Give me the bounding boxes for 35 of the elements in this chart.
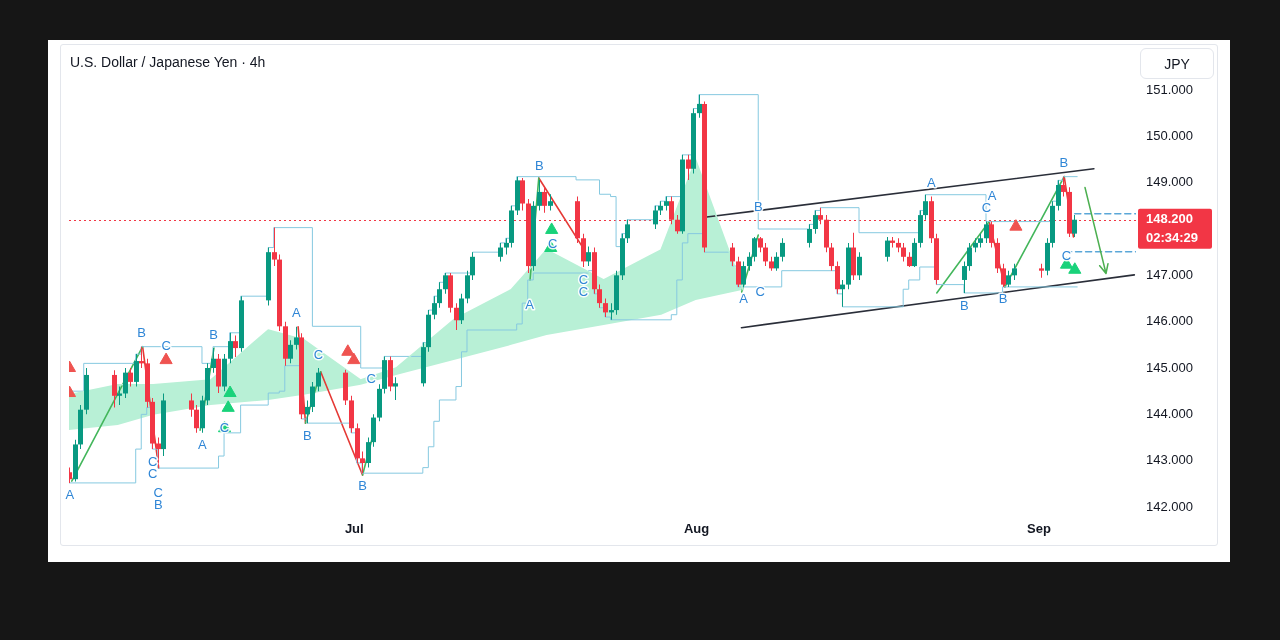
ref-line-label: 148.200 xyxy=(1146,211,1193,227)
annotation: A xyxy=(291,305,301,321)
text: 02:34:29 xyxy=(1146,230,1199,246)
annotation: B xyxy=(534,158,544,174)
annotation: A xyxy=(65,487,75,503)
y-tick-label: 142.000 xyxy=(1146,498,1193,514)
y-tick-label: 146.000 xyxy=(1146,313,1193,329)
annotation: C xyxy=(219,419,230,435)
annotation: A xyxy=(926,175,936,191)
x-tick-label: Jul xyxy=(344,521,364,537)
y-tick-label: 150.000 xyxy=(1146,127,1193,143)
y-axis-title: JPY xyxy=(1140,48,1214,79)
annotation: C xyxy=(547,236,558,252)
x-tick-label: Sep xyxy=(1026,521,1051,537)
annotation: C xyxy=(313,346,324,362)
y-tick-label: 145.000 xyxy=(1146,359,1193,375)
y-tick-label: 149.000 xyxy=(1146,174,1193,190)
y-tick-label: 144.000 xyxy=(1146,405,1193,421)
annotation: A xyxy=(739,291,749,307)
annotation: C xyxy=(1061,248,1072,264)
y-tick-label: 143.000 xyxy=(1146,452,1193,468)
annotation: B xyxy=(209,326,218,342)
annotation: B xyxy=(998,291,1008,307)
y-tick-label: 147.000 xyxy=(1146,266,1193,282)
annotation: B xyxy=(137,325,147,341)
annotation: A xyxy=(198,437,208,453)
annotation: B xyxy=(960,297,969,313)
x-tick-label: Aug xyxy=(683,521,710,537)
annotation: A xyxy=(525,297,535,313)
chart-title: U.S. Dollar / Japanese Yen · 4h xyxy=(70,54,266,70)
annotation: C xyxy=(755,283,765,299)
annotation: B xyxy=(1059,155,1069,171)
y-tick-label: 151.000 xyxy=(1146,81,1193,97)
annotation: B xyxy=(303,427,312,443)
annotation: B xyxy=(358,477,367,493)
